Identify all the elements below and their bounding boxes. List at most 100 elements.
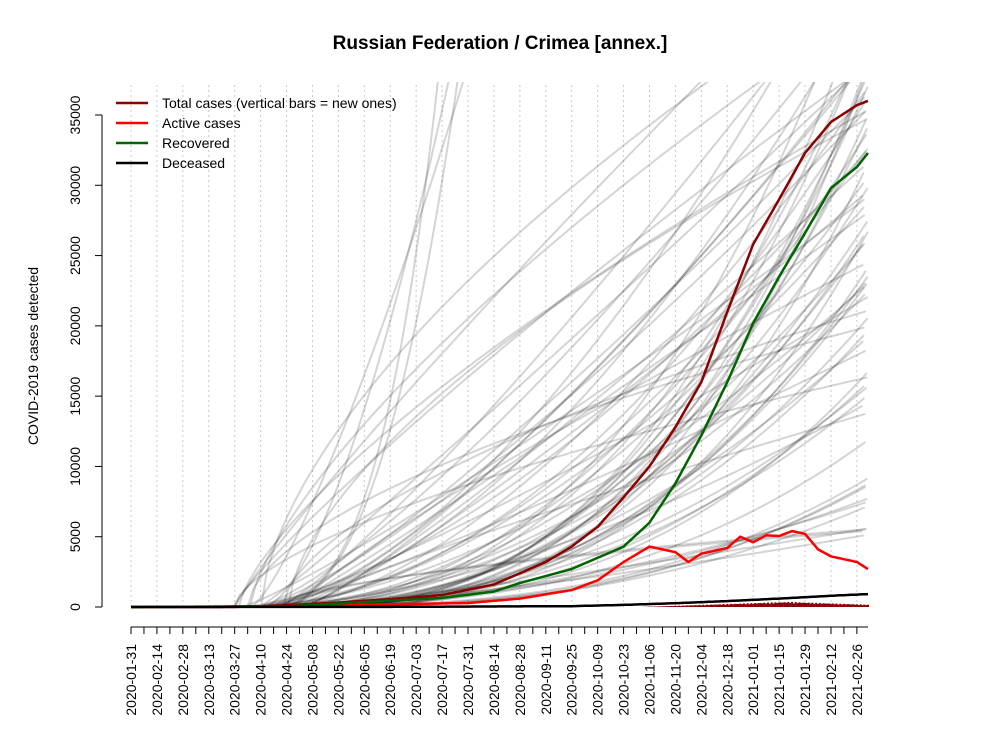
y-tick-label: 20000	[67, 306, 83, 345]
comparison-line	[270, 349, 867, 608]
comparison-line	[287, 118, 867, 608]
comparison-line	[258, 206, 865, 608]
legend-label: Total cases (vertical bars = new ones)	[162, 95, 397, 111]
legend-label: Deceased	[162, 155, 225, 171]
comparison-line	[247, 286, 865, 608]
comparison-line	[288, 527, 867, 608]
comparison-line	[294, 133, 868, 608]
comparison-line	[259, 111, 866, 608]
comparison-line	[301, 194, 864, 608]
comparison-line	[299, 82, 851, 608]
comparison-line	[286, 334, 865, 608]
comparison-line	[238, 150, 867, 608]
x-tick-label: 2020-07-31	[460, 644, 476, 716]
comparison-line	[232, 82, 846, 608]
comparison-line	[261, 296, 869, 608]
legend-label: Recovered	[162, 135, 230, 151]
x-tick-label: 2020-09-11	[538, 644, 554, 715]
comparison-line	[259, 82, 849, 608]
comparison-line	[249, 82, 816, 608]
y-tick-label: 5000	[67, 521, 83, 552]
comparison-line	[295, 263, 864, 608]
comparison-line	[281, 91, 866, 608]
y-axis: 0 5000 10000 15000 20000 25000 30000 35000	[67, 95, 103, 611]
y-tick-label: 30000	[67, 166, 83, 205]
x-tick-label: 2020-05-08	[304, 644, 320, 716]
comparison-line	[260, 82, 710, 608]
series-line	[131, 99, 869, 609]
comparison-line	[279, 82, 847, 608]
chart-title: Russian Federation / Crimea [annex.]	[333, 33, 668, 54]
y-tick-label: 10000	[67, 447, 83, 486]
comparison-line	[281, 310, 867, 608]
y-tick-label: 0	[67, 603, 83, 611]
x-tick-label: 2020-01-31	[123, 644, 139, 716]
x-axis: 2020-01-31 2020-02-14 2020-02-28 2020-03-13…	[123, 626, 868, 716]
new-cases-bars	[641, 601, 869, 607]
comparison-line	[233, 376, 868, 608]
comparison-line	[286, 214, 866, 608]
x-tick-label: 2021-01-01	[745, 644, 761, 716]
x-tick-label: 2021-02-12	[823, 644, 839, 716]
x-tick-label: 2020-07-17	[434, 644, 450, 716]
x-tick-label: 2020-06-19	[382, 644, 398, 716]
comparison-line	[263, 182, 865, 608]
comparison-line	[264, 242, 866, 608]
comparison-line	[257, 82, 802, 608]
y-tick-label: 35000	[67, 95, 83, 134]
comparison-line	[260, 82, 459, 608]
comparison-line	[278, 82, 766, 608]
x-tick-label: 2020-11-20	[667, 644, 683, 715]
comparison-line	[246, 326, 865, 608]
series-lines	[131, 99, 869, 609]
series-line	[131, 592, 869, 609]
comparison-line	[244, 99, 868, 608]
x-tick-label: 2020-08-28	[512, 644, 528, 716]
comparison-line	[249, 82, 762, 608]
comparison-line	[263, 82, 450, 608]
comparison-line	[253, 82, 772, 608]
x-tick-label: 2020-10-23	[616, 644, 632, 716]
x-tick-label: 2021-02-26	[849, 644, 865, 716]
comparison-line	[251, 404, 864, 608]
comparison-line	[292, 528, 866, 608]
comparison-line	[237, 293, 866, 608]
x-tick-label: 2020-12-04	[693, 644, 709, 716]
x-tick-label: 2020-02-28	[175, 644, 191, 716]
y-tick-label: 15000	[67, 376, 83, 415]
y-axis-label: COVID-2019 cases detected	[25, 267, 41, 445]
x-tick-label: 2020-03-27	[227, 644, 243, 716]
x-tick-label: 2020-08-14	[486, 644, 502, 716]
x-tick-label: 2020-12-18	[719, 644, 735, 716]
comparison-line	[273, 530, 863, 608]
comparison-lines	[231, 82, 869, 608]
comparison-line	[237, 110, 867, 608]
x-tick-label: 2020-03-13	[201, 644, 217, 716]
comparison-line	[243, 82, 816, 608]
comparison-line	[241, 198, 865, 608]
comparison-line	[250, 82, 465, 608]
comparison-line	[298, 412, 866, 608]
legend-label: Active cases	[162, 115, 241, 131]
x-tick-label: 2020-05-22	[330, 644, 346, 716]
comparison-line	[233, 82, 702, 608]
x-tick-label: 2021-01-29	[797, 644, 813, 716]
x-tick-label: 2020-02-14	[149, 644, 165, 716]
y-tick-label: 25000	[67, 236, 83, 275]
x-tick-label: 2020-11-06	[641, 644, 657, 715]
x-tick-label: 2020-09-25	[564, 644, 580, 716]
x-tick-label: 2020-06-05	[356, 644, 372, 716]
x-tick-label: 2020-10-09	[590, 644, 606, 716]
comparison-line	[231, 282, 866, 608]
x-tick-label: 2020-04-24	[279, 644, 295, 716]
x-tick-label: 2020-04-10	[253, 644, 269, 716]
comparison-line	[239, 148, 869, 608]
x-tick-label: 2021-01-15	[771, 644, 787, 716]
x-tick-label: 2020-07-03	[408, 644, 424, 716]
comparison-line	[234, 82, 439, 608]
comparison-line	[301, 166, 864, 608]
legend: Total cases (vertical bars = new ones) Ac…	[116, 95, 397, 171]
comparison-line	[275, 96, 866, 608]
comparison-line	[288, 117, 868, 608]
